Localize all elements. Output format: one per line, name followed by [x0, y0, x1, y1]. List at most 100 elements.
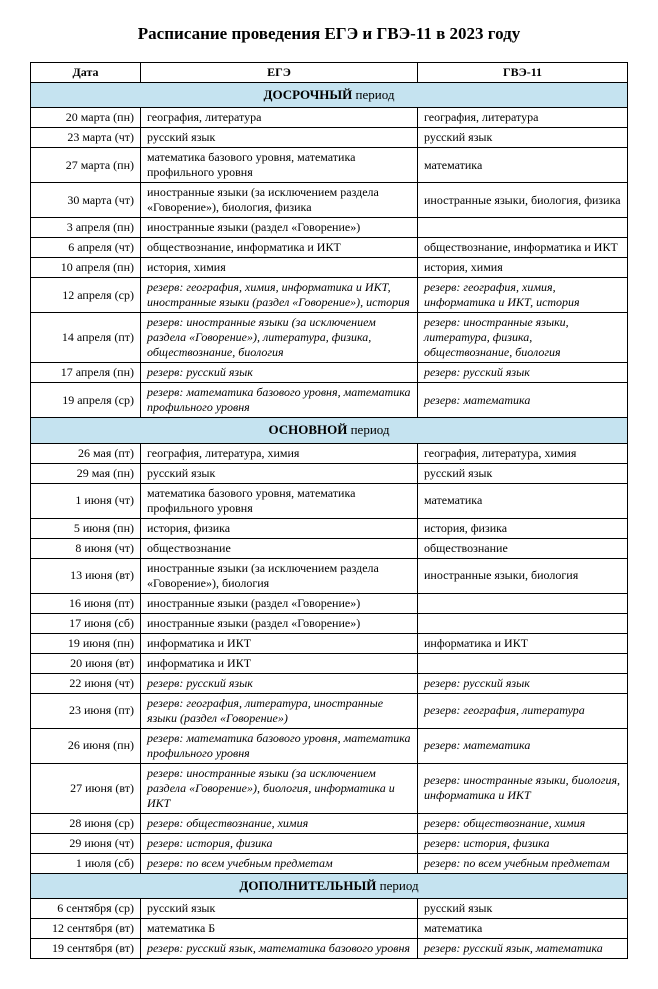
- cell-ege: иностранные языки (за исключением раздел…: [141, 558, 418, 593]
- cell-ege: обществознание: [141, 538, 418, 558]
- cell-gve: резерв: по всем учебным предметам: [418, 853, 628, 873]
- cell-gve: резерв: география, литература: [418, 693, 628, 728]
- cell-gve: география, литература, химия: [418, 443, 628, 463]
- cell-gve: русский язык: [418, 898, 628, 918]
- table-row: 23 марта (чт)русский языкрусский язык: [31, 128, 628, 148]
- cell-ege: иностранные языки (раздел «Говорение»): [141, 613, 418, 633]
- cell-gve: резерв: иностранные языки, биология, инф…: [418, 763, 628, 813]
- page: Расписание проведения ЕГЭ и ГВЭ-11 в 202…: [0, 0, 658, 989]
- cell-gve: [418, 613, 628, 633]
- table-row: 29 июня (чт)резерв: история, физикарезер…: [31, 833, 628, 853]
- cell-gve: история, физика: [418, 518, 628, 538]
- cell-gve: информатика и ИКТ: [418, 633, 628, 653]
- cell-gve: [418, 593, 628, 613]
- table-row: 6 сентября (ср)русский языкрусский язык: [31, 898, 628, 918]
- cell-date: 20 июня (вт): [31, 653, 141, 673]
- cell-ege: резерв: по всем учебным предметам: [141, 853, 418, 873]
- table-row: 28 июня (ср)резерв: обществознание, хими…: [31, 813, 628, 833]
- table-row: 26 мая (пт)география, литература, химияг…: [31, 443, 628, 463]
- table-row: 17 июня (сб)иностранные языки (раздел «Г…: [31, 613, 628, 633]
- table-row: 6 апреля (чт)обществознание, информатика…: [31, 238, 628, 258]
- cell-date: 17 июня (сб): [31, 613, 141, 633]
- cell-gve: обществознание, информатика и ИКТ: [418, 238, 628, 258]
- cell-gve: русский язык: [418, 128, 628, 148]
- cell-date: 3 апреля (пн): [31, 218, 141, 238]
- cell-gve: резерв: русский язык, математика: [418, 938, 628, 958]
- table-row: 19 июня (пн)информатика и ИКТинформатика…: [31, 633, 628, 653]
- section-heading-cell: ДОПОЛНИТЕЛЬНЫЙ период: [31, 873, 628, 898]
- cell-gve: резерв: обществознание, химия: [418, 813, 628, 833]
- cell-ege: информатика и ИКТ: [141, 633, 418, 653]
- table-row: 8 июня (чт)обществознаниеобществознание: [31, 538, 628, 558]
- cell-ege: русский язык: [141, 898, 418, 918]
- cell-ege: математика базового уровня, математика п…: [141, 148, 418, 183]
- cell-gve: [418, 218, 628, 238]
- section-heading-bold: ДОПОЛНИТЕЛЬНЫЙ: [239, 878, 379, 893]
- table-head-row: Дата ЕГЭ ГВЭ-11: [31, 63, 628, 83]
- page-title: Расписание проведения ЕГЭ и ГВЭ-11 в 202…: [30, 24, 628, 44]
- cell-date: 19 сентября (вт): [31, 938, 141, 958]
- cell-date: 12 апреля (ср): [31, 278, 141, 313]
- table-row: 1 июня (чт)математика базового уровня, м…: [31, 483, 628, 518]
- cell-gve: резерв: география, химия, информатика и …: [418, 278, 628, 313]
- table-row: 17 апреля (пн)резерв: русский языкрезерв…: [31, 363, 628, 383]
- cell-date: 26 июня (пн): [31, 728, 141, 763]
- cell-gve: математика: [418, 148, 628, 183]
- cell-date: 16 июня (пт): [31, 593, 141, 613]
- table-row: 20 марта (пн)география, литературагеогра…: [31, 108, 628, 128]
- cell-ege: иностранные языки (за исключением раздел…: [141, 183, 418, 218]
- cell-date: 22 июня (чт): [31, 673, 141, 693]
- cell-date: 17 апреля (пн): [31, 363, 141, 383]
- cell-ege: резерв: география, химия, информатика и …: [141, 278, 418, 313]
- cell-date: 19 апреля (ср): [31, 383, 141, 418]
- cell-date: 19 июня (пн): [31, 633, 141, 653]
- table-row: 1 июля (сб)резерв: по всем учебным предм…: [31, 853, 628, 873]
- table-row: 10 апреля (пн)история, химияистория, хим…: [31, 258, 628, 278]
- cell-ege: обществознание, информатика и ИКТ: [141, 238, 418, 258]
- cell-date: 10 апреля (пн): [31, 258, 141, 278]
- cell-gve: резерв: математика: [418, 728, 628, 763]
- cell-date: 20 марта (пн): [31, 108, 141, 128]
- cell-ege: резерв: иностранные языки (за исключение…: [141, 313, 418, 363]
- cell-ege: резерв: математика базового уровня, мате…: [141, 728, 418, 763]
- cell-date: 1 июня (чт): [31, 483, 141, 518]
- cell-ege: математика базового уровня, математика п…: [141, 483, 418, 518]
- cell-ege: резерв: математика базового уровня, мате…: [141, 383, 418, 418]
- table-row: 29 мая (пн)русский языкрусский язык: [31, 463, 628, 483]
- cell-ege: русский язык: [141, 463, 418, 483]
- cell-date: 27 марта (пн): [31, 148, 141, 183]
- cell-date: 6 апреля (чт): [31, 238, 141, 258]
- cell-ege: резерв: русский язык: [141, 673, 418, 693]
- cell-gve: география, литература: [418, 108, 628, 128]
- cell-ege: информатика и ИКТ: [141, 653, 418, 673]
- section-heading-rest: период: [351, 422, 390, 437]
- cell-gve: резерв: история, физика: [418, 833, 628, 853]
- cell-ege: резерв: русский язык, математика базовог…: [141, 938, 418, 958]
- cell-date: 13 июня (вт): [31, 558, 141, 593]
- cell-date: 26 мая (пт): [31, 443, 141, 463]
- cell-gve: математика: [418, 483, 628, 518]
- table-row: 14 апреля (пт)резерв: иностранные языки …: [31, 313, 628, 363]
- cell-gve: [418, 653, 628, 673]
- cell-ege: история, химия: [141, 258, 418, 278]
- cell-date: 23 марта (чт): [31, 128, 141, 148]
- cell-date: 12 сентября (вт): [31, 918, 141, 938]
- cell-ege: русский язык: [141, 128, 418, 148]
- cell-ege: резерв: иностранные языки (за исключение…: [141, 763, 418, 813]
- table-body: ДОСРОЧНЫЙ период20 марта (пн) география, …: [31, 83, 628, 959]
- table-row: 30 марта (чт)иностранные языки (за исклю…: [31, 183, 628, 218]
- table-row: 12 апреля (ср)резерв: география, химия, …: [31, 278, 628, 313]
- section-heading-cell: ДОСРОЧНЫЙ период: [31, 83, 628, 108]
- section-heading: ДОПОЛНИТЕЛЬНЫЙ период: [31, 873, 628, 898]
- cell-ege: иностранные языки (раздел «Говорение»): [141, 593, 418, 613]
- table-row: 26 июня (пн)резерв: математика базового …: [31, 728, 628, 763]
- cell-gve: история, химия: [418, 258, 628, 278]
- table-row: 12 сентября (вт)математика Бматематика: [31, 918, 628, 938]
- cell-date: 23 июня (пт): [31, 693, 141, 728]
- table-row: 5 июня (пн)история, физикаистория, физик…: [31, 518, 628, 538]
- cell-gve: резерв: математика: [418, 383, 628, 418]
- cell-date: 29 июня (чт): [31, 833, 141, 853]
- table-row: 23 июня (пт) резерв: география, литератур…: [31, 693, 628, 728]
- table-row: 27 июня (вт)резерв: иностранные языки (з…: [31, 763, 628, 813]
- cell-gve: математика: [418, 918, 628, 938]
